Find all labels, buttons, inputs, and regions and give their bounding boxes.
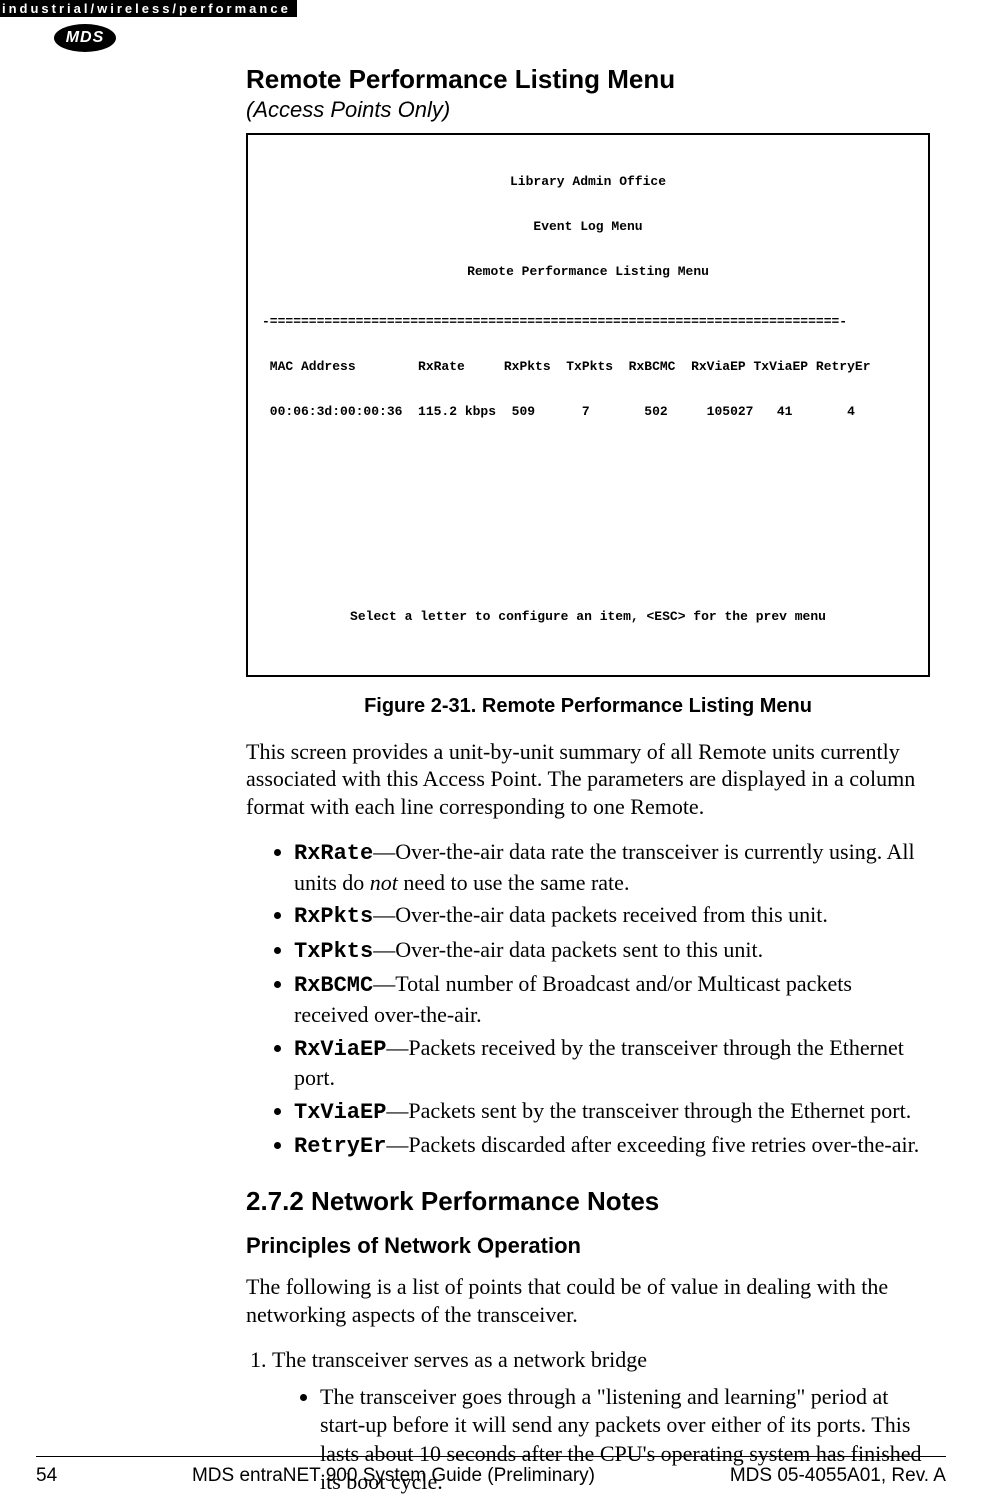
terminal-data-row: 00:06:3d:00:00:36 115.2 kbps 509 7 502 1… xyxy=(262,405,914,420)
def-item-rxpkts: RxPkts—Over-the-air data packets receive… xyxy=(294,901,930,932)
terminal-screenshot: Library Admin Office Event Log Menu Remo… xyxy=(246,133,930,677)
footer-page-num: 54 xyxy=(36,1465,57,1487)
text-retryer: —Packets discarded after exceeding five … xyxy=(386,1132,919,1157)
term-retryer: RetryEr xyxy=(294,1134,386,1159)
logo-text: MDS xyxy=(66,29,105,47)
numbered-item-1-text: The transceiver serves as a network brid… xyxy=(272,1347,647,1372)
term-rxpkts: RxPkts xyxy=(294,904,373,929)
def-item-txviaep: TxViaEP—Packets sent by the transceiver … xyxy=(294,1097,930,1128)
document-page: industrial/wireless/performance MDS Remo… xyxy=(0,0,982,1505)
sub-heading: Principles of Network Operation xyxy=(246,1233,930,1259)
header-tagline: industrial/wireless/performance xyxy=(0,0,297,17)
text-rxviaep: —Packets received by the transceiver thr… xyxy=(294,1035,904,1091)
text-rxpkts: —Over-the-air data packets received from… xyxy=(373,902,828,927)
section-intro: The following is a list of points that c… xyxy=(246,1273,930,1328)
terminal-divider: -=======================================… xyxy=(262,315,914,330)
def-item-retryer: RetryEr—Packets discarded after exceedin… xyxy=(294,1131,930,1162)
footer-center: MDS entraNET 900 System Guide (Prelimina… xyxy=(192,1465,595,1487)
text-txpkts: —Over-the-air data packets sent to this … xyxy=(373,937,763,962)
text-rxbcmc: —Total number of Broadcast and/or Multic… xyxy=(294,971,852,1027)
term-rxrate: RxRate xyxy=(294,841,373,866)
page-footer: 54 MDS entraNET 900 System Guide (Prelim… xyxy=(36,1465,946,1487)
term-txviaep: TxViaEP xyxy=(294,1100,386,1125)
terminal-line2: Event Log Menu xyxy=(262,220,914,235)
figure-caption: Figure 2-31. Remote Performance Listing … xyxy=(246,695,930,718)
text-rxrate-b: need to use the same rate. xyxy=(398,870,630,895)
definition-list: RxRate—Over-the-air data rate the transc… xyxy=(246,838,930,1162)
terminal-line1: Library Admin Office xyxy=(262,175,914,190)
term-rxviaep: RxViaEP xyxy=(294,1037,386,1062)
section-heading: 2.7.2 Network Performance Notes xyxy=(246,1186,930,1217)
text-rxrate-em: not xyxy=(370,870,398,895)
term-rxbcmc: RxBCMC xyxy=(294,973,373,998)
term-txpkts: TxPkts xyxy=(294,939,373,964)
terminal-heading-row: MAC Address RxRate RxPkts TxPkts RxBCMC … xyxy=(262,360,914,375)
def-item-txpkts: TxPkts—Over-the-air data packets sent to… xyxy=(294,936,930,967)
page-title: Remote Performance Listing Menu xyxy=(246,64,930,95)
terminal-line3: Remote Performance Listing Menu xyxy=(262,265,914,280)
page-subtitle: (Access Points Only) xyxy=(246,97,930,123)
logo-oval: MDS xyxy=(54,24,116,52)
footer-right: MDS 05-4055A01, Rev. A xyxy=(730,1465,946,1487)
mds-logo: MDS xyxy=(54,24,116,52)
main-content: Remote Performance Listing Menu (Access … xyxy=(246,64,930,1497)
footer-rule xyxy=(36,1456,946,1457)
def-item-rxbcmc: RxBCMC—Total number of Broadcast and/or … xyxy=(294,970,930,1029)
text-txviaep: —Packets sent by the transceiver through… xyxy=(386,1098,911,1123)
intro-paragraph: This screen provides a unit-by-unit summ… xyxy=(246,738,930,821)
def-item-rxrate: RxRate—Over-the-air data rate the transc… xyxy=(294,838,930,897)
def-item-rxviaep: RxViaEP—Packets received by the transcei… xyxy=(294,1034,930,1093)
terminal-footer: Select a letter to configure an item, <E… xyxy=(262,610,914,625)
